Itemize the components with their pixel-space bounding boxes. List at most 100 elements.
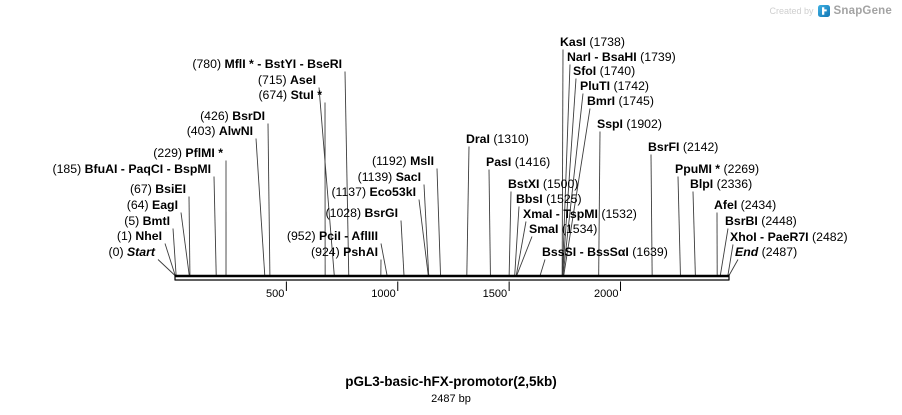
enzyme-name: BlpI: [690, 177, 713, 191]
enzyme-site-label: (426) BsrDI: [200, 109, 265, 123]
enzyme-name: SacI: [396, 170, 421, 184]
enzyme-site-label: (715) AseI: [258, 73, 316, 87]
leader-line: [561, 49, 564, 276]
enzyme-position: (2269): [720, 162, 759, 176]
enzyme-name: BssSI - BssSαI: [542, 245, 629, 259]
enzyme-position: (2448): [758, 214, 797, 228]
leader-line: [423, 184, 430, 276]
enzyme-position: (2142): [679, 140, 718, 154]
enzyme-site-label: BbsI (1525): [516, 192, 582, 206]
enzyme-site-label: End (2487): [735, 245, 797, 259]
enzyme-name: BsiEI: [155, 182, 186, 196]
enzyme-site-label: (185) BfuAI - PaqCI - BspMI: [52, 162, 211, 176]
enzyme-name: PshAI: [343, 245, 378, 259]
enzyme-position: (1534): [558, 222, 597, 236]
leader-line: [488, 169, 491, 276]
enzyme-position: (5): [124, 214, 142, 228]
enzyme-position: (1028): [326, 206, 365, 220]
enzyme-position: (1137): [331, 185, 369, 199]
enzyme-site-label: SspI (1902): [597, 117, 662, 131]
enzyme-name: BsrGI: [365, 206, 399, 220]
enzyme-site-label: BssSI - BssSαI (1639): [542, 245, 668, 259]
enzyme-name: Eco53kI: [370, 185, 417, 199]
enzyme-site-label: SmaI (1534): [529, 222, 597, 236]
enzyme-name: XmaI - TspMI: [523, 207, 598, 221]
enzyme-site-label: BsrFI (2142): [648, 140, 718, 154]
enzyme-site-label: XmaI - TspMI (1532): [523, 207, 637, 221]
enzyme-name: SfoI: [573, 64, 596, 78]
enzyme-name: KasI: [560, 35, 586, 49]
enzyme-site-label: KasI (1738): [560, 35, 625, 49]
watermark-brand-label: SnapGene: [833, 5, 892, 17]
enzyme-position: (229): [153, 146, 185, 160]
enzyme-name: BstXI: [508, 177, 539, 191]
enzyme-site-label: AfeI (2434): [714, 198, 776, 212]
enzyme-name: SspI: [597, 117, 623, 131]
enzyme-position: (1902): [623, 117, 662, 131]
enzyme-name: StuI *: [291, 88, 323, 102]
enzyme-name: PpuMI *: [675, 162, 720, 176]
enzyme-site-label: (1137) Eco53kI: [331, 185, 416, 199]
enzyme-site-label: (924) PshAI: [311, 245, 378, 259]
enzyme-position: (1416): [511, 155, 550, 169]
enzyme-name: MslI: [410, 154, 434, 168]
enzyme-site-label: PluTI (1742): [580, 79, 649, 93]
enzyme-position: (674): [258, 88, 290, 102]
enzyme-position: (426): [200, 109, 232, 123]
enzyme-position: (2487): [758, 245, 797, 259]
enzyme-position: (1742): [610, 79, 649, 93]
enzyme-position: (2336): [713, 177, 752, 191]
leader-line: [515, 221, 527, 276]
leader-line: [539, 259, 546, 276]
leader-line: [514, 206, 520, 276]
enzyme-site-label: PasI (1416): [486, 155, 550, 169]
enzyme-site-label: (1139) SacI: [358, 170, 421, 184]
enzyme-site-label: (952) PciI - AflIII: [287, 229, 378, 243]
enzyme-name: BsrFI: [648, 140, 679, 154]
snapgene-logo-icon: [817, 5, 830, 17]
enzyme-name: BmrI: [587, 94, 615, 108]
enzyme-name: BbsI: [516, 192, 543, 206]
leader-line: [561, 64, 571, 276]
enzyme-position: (64): [127, 198, 152, 212]
leader-line: [727, 244, 734, 276]
enzyme-position: (0): [109, 245, 127, 259]
leader-line: [380, 243, 388, 276]
enzyme-name: EagI: [152, 198, 178, 212]
enzyme-position: (1739): [637, 50, 676, 64]
enzyme-position: (185): [52, 162, 84, 176]
enzyme-position: (1745): [615, 94, 654, 108]
leader-line: [418, 199, 429, 276]
enzyme-position: (1310): [490, 132, 529, 146]
enzyme-site-label: SfoI (1740): [573, 64, 635, 78]
enzyme-position: (1525): [543, 192, 582, 206]
enzyme-name: End: [735, 245, 759, 259]
enzyme-site-label: (67) BsiEI: [130, 182, 186, 196]
enzyme-site-label: (5) BmtI: [124, 214, 170, 228]
enzyme-name: XhoI - PaeR7I: [730, 230, 809, 244]
enzyme-name: PciI - AflIII: [319, 229, 378, 243]
leader-line: [562, 93, 584, 276]
enzyme-position: (952): [287, 229, 319, 243]
enzyme-site-label: BlpI (2336): [690, 177, 752, 191]
enzyme-name: AlwNI: [219, 124, 253, 138]
enzyme-name: MflI * - BstYI - BseRI: [224, 57, 342, 71]
enzyme-site-label: (674) StuI *: [258, 88, 322, 102]
enzyme-position: (1639): [629, 245, 668, 259]
enzyme-site-label: (1) NheI: [117, 229, 162, 243]
watermark: Created by SnapGene: [769, 5, 892, 17]
enzyme-position: (780): [192, 57, 224, 71]
leader-line: [466, 146, 470, 276]
leader-line: [344, 71, 350, 276]
ruler-tick-label: 500: [266, 288, 284, 300]
leader-line: [164, 243, 176, 276]
enzyme-position: (1500): [539, 177, 578, 191]
leader-line: [436, 168, 441, 276]
plasmid-length: 2487 bp: [431, 393, 471, 405]
leader-line: [692, 191, 696, 276]
enzyme-site-label: (1192) MslI: [372, 154, 434, 168]
leader-line: [728, 259, 739, 276]
leader-line: [516, 236, 533, 276]
enzyme-name: PluTI: [580, 79, 610, 93]
